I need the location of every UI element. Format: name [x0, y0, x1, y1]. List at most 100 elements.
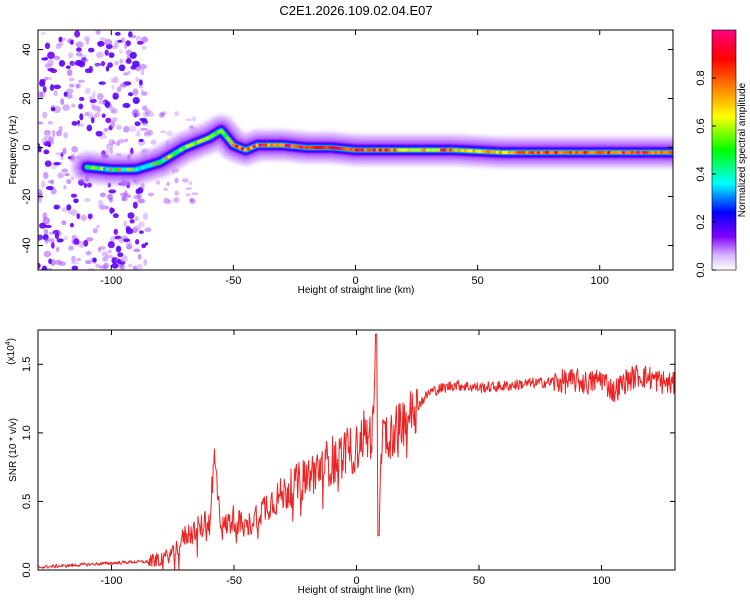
- y-tick-label: 1.5: [21, 357, 33, 372]
- noise-speckle: [95, 225, 100, 229]
- spectrogram-y-ticks: -40 -20 0 20 40: [21, 43, 673, 253]
- noise-speckle: [53, 89, 58, 97]
- noise-speckle: [132, 60, 140, 68]
- colorbar-tick-label: 0.6: [695, 118, 707, 133]
- noise-speckle: [112, 92, 119, 100]
- noise-speckle: [55, 259, 62, 265]
- noise-speckle: [140, 68, 145, 76]
- noise-speckle: [174, 111, 180, 117]
- noise-speckle: [192, 116, 196, 122]
- snr-x-ticks: -100 -50 0 50 100: [100, 330, 611, 587]
- noise-speckle: [75, 52, 83, 57]
- y-tick-label: -40: [21, 238, 33, 254]
- noise-speckle: [95, 30, 101, 35]
- snr-panel: -100 -50 0 50 100 0.0 0.5 1.0 1.5 Height of str…: [5, 329, 676, 596]
- noise-speckle: [108, 52, 115, 59]
- noise-speckle: [43, 250, 52, 258]
- noise-speckle: [44, 160, 52, 167]
- noise-speckle: [138, 79, 143, 86]
- noise-speckle: [75, 83, 81, 89]
- noise-speckle: [185, 118, 193, 122]
- y-tick-label: 0: [21, 144, 33, 150]
- noise-speckle: [90, 117, 95, 124]
- noise-speckle: [150, 139, 157, 145]
- noise-speckle: [94, 63, 101, 68]
- noise-speckle: [130, 34, 137, 39]
- noise-speckle: [134, 238, 140, 245]
- noise-speckle: [44, 76, 49, 81]
- noise-speckle: [76, 47, 82, 52]
- noise-speckle: [42, 111, 48, 119]
- noise-speckle: [38, 262, 41, 269]
- noise-speckle: [95, 130, 103, 137]
- noise-speckle: [83, 182, 88, 189]
- noise-speckle: [117, 252, 124, 258]
- noise-speckle: [134, 121, 141, 127]
- noise-speckle: [76, 257, 82, 262]
- noise-speckle: [55, 43, 62, 50]
- noise-speckle: [42, 217, 50, 225]
- noise-speckle: [48, 231, 54, 235]
- noise-speckle: [133, 113, 141, 117]
- noise-speckle: [132, 108, 139, 114]
- noise-speckle: [63, 185, 67, 190]
- noise-speckle: [52, 129, 56, 137]
- snr-y-scale-text: (x104): [5, 338, 17, 365]
- noise-speckle: [61, 220, 67, 226]
- noise-speckle: [103, 127, 109, 132]
- x-tick-label: -50: [225, 275, 241, 287]
- noise-speckle: [60, 98, 65, 106]
- x-tick-label: 100: [592, 575, 610, 587]
- noise-speckle: [107, 249, 112, 254]
- noise-speckle: [188, 180, 193, 186]
- x-tick-label: 50: [471, 275, 483, 287]
- noise-speckle: [47, 120, 53, 125]
- noise-speckle: [155, 180, 161, 185]
- noise-speckle: [120, 192, 128, 198]
- noise-speckle: [71, 103, 76, 108]
- noise-speckle: [62, 37, 66, 41]
- noise-speckle: [112, 76, 119, 84]
- noise-speckle: [79, 96, 85, 102]
- noise-speckle: [174, 190, 179, 196]
- noise-speckle: [61, 168, 69, 173]
- noise-speckle: [73, 198, 79, 204]
- spectrogram-panel: -100 -50 0 50 100 -40 -20 0 20 40 Height of stra…: [8, 29, 674, 296]
- noise-speckle: [119, 257, 128, 263]
- noise-speckle: [50, 107, 56, 112]
- noise-speckle: [54, 232, 60, 240]
- noise-speckle: [100, 60, 106, 67]
- noise-speckle: [50, 258, 56, 266]
- noise-speckle: [158, 112, 165, 118]
- noise-speckle: [144, 227, 152, 233]
- snr-y-ticks: 0.0 0.5 1.0 1.5: [21, 357, 675, 578]
- noise-speckle: [119, 58, 124, 64]
- noise-speckle: [112, 213, 119, 219]
- noise-speckle: [185, 187, 192, 190]
- noise-speckle: [138, 230, 144, 234]
- noise-speckle: [65, 65, 71, 70]
- noise-speckle: [137, 198, 146, 204]
- noise-speckle: [132, 265, 138, 270]
- noise-speckle: [49, 84, 55, 92]
- spectrogram-ridge: [71, 115, 673, 185]
- x-tick-label: -100: [100, 575, 122, 587]
- colorbar-tick-label: 0.0: [695, 262, 707, 277]
- noise-speckle: [66, 93, 73, 99]
- noise-speckle: [114, 31, 121, 36]
- noise-speckle: [146, 129, 154, 136]
- noise-speckle: [58, 59, 66, 67]
- x-tick-label: 100: [591, 275, 609, 287]
- noise-speckle: [38, 91, 42, 98]
- noise-speckle: [71, 234, 77, 240]
- noise-speckle: [125, 58, 132, 64]
- colorbar-label: Normalized spectral amplitude: [737, 82, 748, 217]
- noise-speckle: [92, 228, 98, 234]
- noise-speckle: [121, 196, 127, 202]
- noise-speckle: [166, 181, 170, 187]
- noise-speckle: [78, 240, 85, 248]
- noise-speckle: [96, 51, 104, 59]
- noise-speckle: [50, 179, 54, 185]
- noise-speckle: [104, 38, 113, 46]
- y-tick-label: 40: [21, 43, 33, 55]
